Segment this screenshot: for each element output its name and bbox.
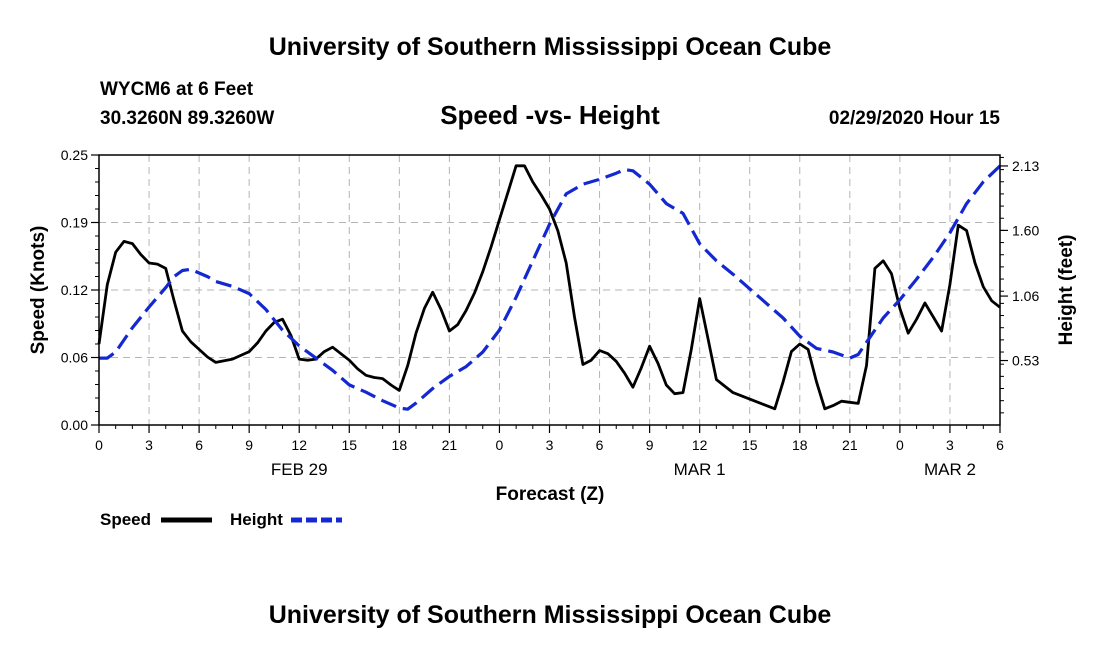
location-label: 30.3260N 89.3260W	[100, 108, 274, 129]
y-axis-title: Speed (Knots)	[28, 226, 49, 355]
x-tick-label: 3	[946, 437, 954, 453]
x-tick-label: 3	[546, 437, 554, 453]
y-tick-label: 0.06	[61, 350, 88, 366]
series-line-speed	[97, 164, 1001, 411]
x-tick-label: 6	[195, 437, 203, 453]
x-tick-label: 0	[496, 437, 504, 453]
x-tick-label: 18	[792, 437, 808, 453]
legend: Speed Height	[100, 510, 342, 529]
x-tick-label: 15	[742, 437, 758, 453]
y2-tick-label: 1.06	[1012, 288, 1039, 304]
timestamp-label: 02/29/2020 Hour 15	[829, 108, 1001, 129]
x-tick-label: 0	[896, 437, 904, 453]
x-tick-label: 6	[996, 437, 1004, 453]
y-tick-label: 0.19	[61, 215, 88, 231]
x-tick-label: 9	[245, 437, 253, 453]
y2-tick-label: 2.13	[1012, 158, 1039, 174]
page-title-bottom: University of Southern Mississippi Ocean…	[269, 601, 832, 629]
x-tick-label: 15	[341, 437, 357, 453]
legend-speed-label: Speed	[100, 510, 151, 529]
y-tick-label: 0.12	[61, 282, 88, 298]
page-title-top: University of Southern Mississippi Ocean…	[269, 33, 832, 61]
date-label: MAR 1	[674, 460, 726, 479]
y2-tick-label: 0.53	[1012, 353, 1039, 369]
axes: 0 3 6 9 12 15 18 21 0 3 6 9 12 15 18 21 0 3 6 FEB 29 MAR 1 MA…	[61, 147, 1040, 479]
date-label: MAR 2	[924, 460, 976, 479]
series-line-height	[99, 164, 1002, 411]
x-tick-label: 3	[145, 437, 153, 453]
x-tick-label: 21	[442, 437, 458, 453]
station-label: WYCM6 at 6 Feet	[100, 79, 254, 100]
chart-title: Speed -vs- Height	[440, 100, 660, 130]
x-tick-label: 18	[392, 437, 408, 453]
y-tick-label: 0.25	[61, 147, 88, 163]
x-tick-label: 12	[692, 437, 708, 453]
x-tick-label: 9	[646, 437, 654, 453]
x-tick-label: 0	[95, 437, 103, 453]
x-tick-label: 21	[842, 437, 858, 453]
x-axis-title: Forecast (Z)	[496, 484, 605, 505]
series-lines	[97, 164, 1002, 411]
x-tick-label: 6	[596, 437, 604, 453]
y2-tick-label: 1.60	[1012, 222, 1039, 238]
grid-lines	[99, 155, 1000, 425]
y-tick-label: 0.00	[61, 417, 88, 433]
date-label: FEB 29	[271, 460, 328, 479]
legend-height-label: Height	[230, 510, 283, 529]
y2-axis-title: Height (feet)	[1056, 235, 1077, 346]
x-tick-label: 12	[291, 437, 307, 453]
